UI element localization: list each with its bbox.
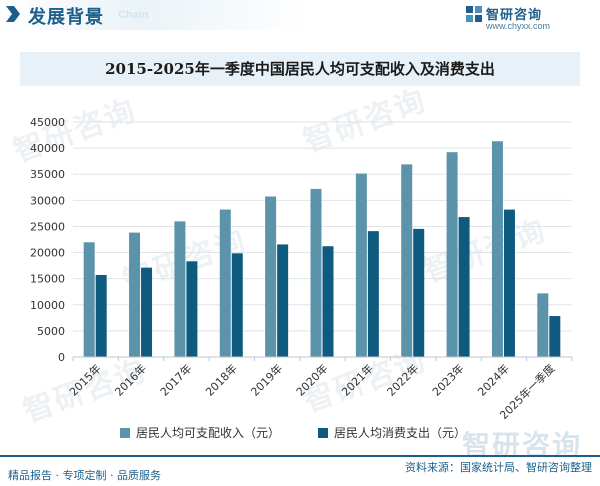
bar-expense [413, 228, 425, 357]
x-axis: 2015年 2016年 2017年 2018年 2019年 2020年 2021年 2022年… [66, 356, 573, 422]
bar-income [355, 173, 367, 357]
brand-block: 智研咨询 www.chyxx.com [466, 4, 586, 34]
x-tick-label: 2024年 [475, 361, 512, 398]
bar-income [401, 164, 413, 357]
bar-income [174, 221, 186, 357]
bar-income [310, 188, 322, 357]
legend-label-expense: 居民人均消费支出（元） [334, 426, 467, 440]
footer-slogan: 精品报告 · 专项定制 · 品质服务 [8, 469, 161, 482]
bar-expense [141, 267, 153, 357]
y-axis: 0 5000 10000 15000 20000 25000 30000 35000 40000… [30, 116, 65, 364]
legend-swatch-expense [318, 427, 328, 438]
section-header: 发展背景 Chain 智研咨询 www.chyxx.com [0, 0, 600, 36]
y-tick-label: 45000 [30, 116, 65, 129]
bar-expense [231, 253, 243, 357]
bar-expense [322, 246, 334, 357]
y-tick-label: 5000 [37, 325, 65, 338]
x-tick-label: 2018年 [202, 361, 239, 398]
y-tick-label: 30000 [30, 194, 65, 207]
bar-expense [277, 244, 289, 357]
chart-title-box: 2015-2025年一季度中国居民人均可支配收入及消费支出 [20, 52, 580, 86]
brand-logo-icon [466, 6, 482, 22]
bar-income [83, 242, 95, 357]
bars-layer [83, 141, 561, 357]
y-tick-label: 40000 [30, 142, 65, 155]
bar-income [219, 209, 231, 357]
chart-title: 2015-2025年一季度中国居民人均可支配收入及消费支出 [105, 60, 495, 78]
brand-url: www.chyxx.com [486, 21, 551, 31]
legend-item-income: 居民人均可支配收入（元） [120, 422, 280, 440]
x-tick-label: 2023年 [429, 361, 466, 398]
section-marker-icon [6, 6, 20, 22]
y-tick-label: 20000 [30, 247, 65, 260]
y-tick-label: 0 [58, 351, 65, 364]
x-tick-label: 2021年 [339, 361, 376, 398]
y-tick-label: 25000 [30, 220, 65, 233]
y-tick-label: 35000 [30, 168, 65, 181]
section-title: 发展背景 [28, 7, 104, 28]
x-tick-label: 2015年 [66, 361, 103, 398]
bar-expense [95, 274, 107, 357]
bar-income [537, 293, 549, 357]
bar-expense [367, 231, 379, 357]
legend-label-income: 居民人均可支配收入（元） [136, 426, 281, 440]
bar-income [446, 152, 458, 357]
x-tick-label: 2020年 [293, 361, 330, 398]
section-subtitle: Chain [118, 9, 149, 21]
y-tick-label: 10000 [30, 299, 65, 312]
legend-swatch-income [120, 427, 130, 438]
brand-name: 智研咨询 [486, 8, 543, 23]
bar-expense [549, 316, 561, 357]
bar-income [491, 141, 503, 357]
x-tick-label: 2022年 [384, 361, 421, 398]
legend-item-expense: 居民人均消费支出（元） [318, 422, 466, 440]
bar-income [129, 232, 141, 357]
bar-expense [458, 217, 470, 357]
bar-expense [503, 209, 515, 357]
header-band [0, 0, 310, 30]
footer: 精品报告 · 专项定制 · 品质服务 资料来源：国家统计局、智研咨询整理 [0, 455, 600, 486]
bar-expense [186, 261, 198, 357]
x-tick-label: 2019年 [248, 361, 285, 398]
bar-income [265, 196, 277, 357]
x-tick-label: 2016年 [112, 361, 149, 398]
y-tick-label: 15000 [30, 273, 65, 286]
x-tick-label: 2017年 [157, 361, 194, 398]
footer-source: 资料来源：国家统计局、智研咨询整理 [405, 461, 592, 474]
